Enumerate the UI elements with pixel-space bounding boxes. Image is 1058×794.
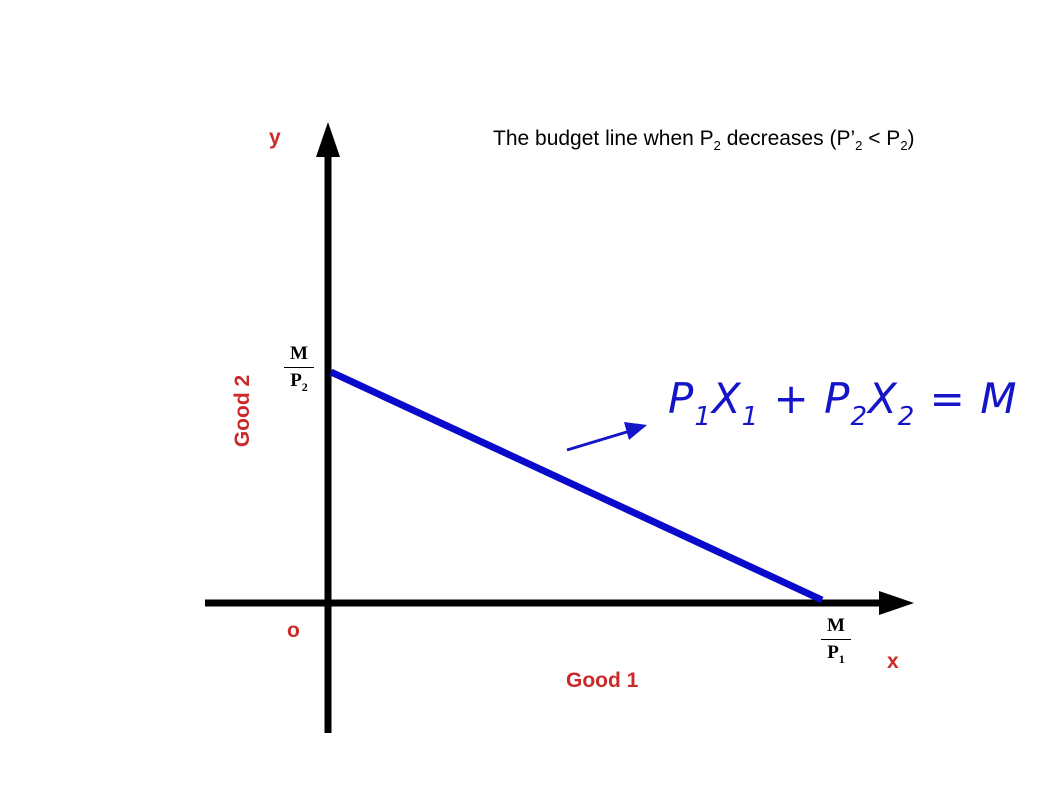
y-axis-title: Good 2 <box>231 374 255 448</box>
x-axis-title: Good 1 <box>566 669 639 692</box>
diagram-title: The budget line when P2 decreases (P’2 <… <box>493 127 915 153</box>
origin-label: o <box>287 619 300 642</box>
x-intercept-numerator: M <box>827 615 845 636</box>
pointer-arrow-shaft <box>566 429 631 452</box>
y-axis-letter: y <box>269 126 281 149</box>
x-axis-letter: x <box>887 650 899 673</box>
y-intercept-label: M P2 <box>284 343 314 395</box>
x-intercept-label: M P1 <box>821 615 851 667</box>
x-axis-arrowhead <box>879 591 914 615</box>
y-intercept-numerator: M <box>290 343 308 364</box>
fraction-bar <box>821 639 851 640</box>
pointer-arrowhead <box>624 422 647 440</box>
budget-line <box>329 368 824 604</box>
budget-equation: P1X1 + P2X2 = M <box>668 374 1018 432</box>
fraction-bar <box>284 367 314 368</box>
y-axis-arrowhead <box>316 122 340 157</box>
y-intercept-denominator: P2 <box>290 370 308 394</box>
x-intercept-denominator: P1 <box>827 642 845 666</box>
